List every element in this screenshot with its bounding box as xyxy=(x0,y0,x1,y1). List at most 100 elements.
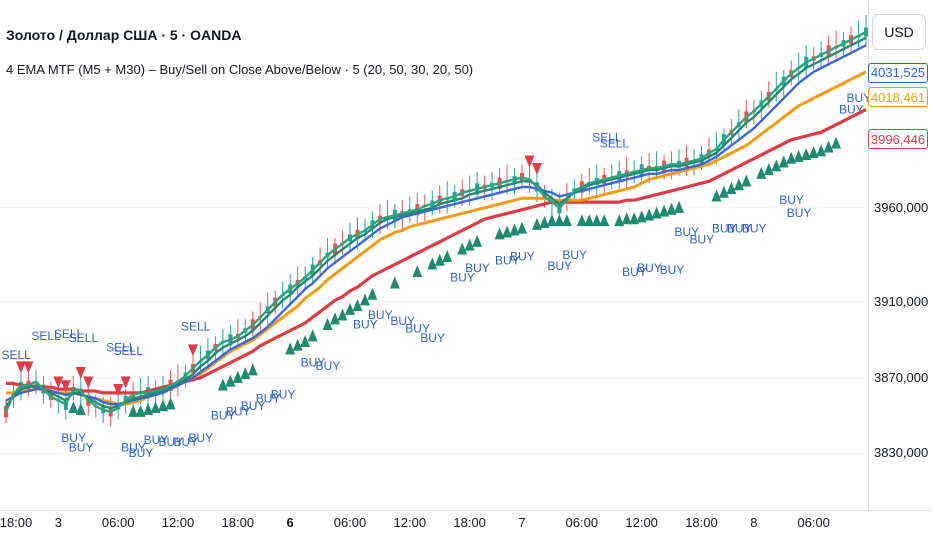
time-tick-label: 06:00 xyxy=(797,515,830,530)
signal-label-buy: BUY xyxy=(562,248,587,262)
signal-label-buy: BUY xyxy=(271,388,296,402)
buy-marker xyxy=(225,374,236,387)
ema-line-4 xyxy=(5,36,867,410)
buy-marker xyxy=(793,149,804,162)
plot-svg[interactable]: SELLSELLSELLSELLSELLSELLSELLSELLSELLBUYB… xyxy=(0,0,868,510)
signal-label-buy: BUY xyxy=(495,253,520,267)
signal-label-buy: BUY xyxy=(742,221,767,235)
buy-marker xyxy=(711,189,722,202)
signal-label-buy: BUY xyxy=(211,408,236,422)
sell-marker xyxy=(113,384,124,396)
sell-marker xyxy=(15,361,26,374)
buy-marker xyxy=(307,329,318,342)
time-axis[interactable] xyxy=(0,510,932,551)
buy-marker xyxy=(816,144,827,157)
buy-marker xyxy=(322,318,333,330)
signal-label-buy: BUY xyxy=(129,446,154,460)
price-badge: 4031,525 xyxy=(868,62,928,83)
time-tick-label: 7 xyxy=(518,515,526,530)
buy-marker xyxy=(330,312,341,325)
price-badge: 4018,461 xyxy=(868,87,928,108)
buy-marker xyxy=(345,302,355,315)
time-tick-label: 12:00 xyxy=(161,515,195,530)
buy-marker xyxy=(756,166,767,179)
buy-marker xyxy=(75,403,86,415)
signal-label-buy: BUY xyxy=(420,331,445,345)
price-tick-label: 3960,000 xyxy=(874,199,929,215)
buy-marker xyxy=(165,397,176,410)
signal-label-buy: BUY xyxy=(689,233,714,247)
signal-label-sell: SELL xyxy=(106,340,136,354)
buy-marker xyxy=(801,148,812,160)
time-tick-label: 18:00 xyxy=(453,515,486,530)
buy-marker xyxy=(659,204,670,217)
signal-label-sell: SELL xyxy=(592,131,622,145)
time-tick-label: 18:00 xyxy=(0,515,33,530)
time-tick-label: 06:00 xyxy=(333,515,367,530)
buy-marker xyxy=(554,214,565,227)
buy-marker xyxy=(584,214,595,227)
signal-label-buy: BUY xyxy=(465,261,490,275)
signal-label-buy: BUY xyxy=(637,261,662,275)
signal-label-buy: BUY xyxy=(390,314,415,328)
buy-marker xyxy=(367,287,378,300)
buy-marker xyxy=(502,225,513,238)
signal-label-buy: BUY xyxy=(301,355,326,369)
sell-marker xyxy=(524,155,535,168)
buy-marker xyxy=(674,200,685,213)
price-tick-label: 3830,000 xyxy=(874,445,929,461)
buy-marker xyxy=(232,370,243,383)
buy-marker xyxy=(240,367,251,380)
buy-marker xyxy=(636,210,647,223)
ema-line-1 xyxy=(6,108,867,395)
signal-label-buy: BUY xyxy=(226,405,251,419)
signal-label-buy: BUY xyxy=(159,435,184,449)
ema-line-5 xyxy=(4,31,867,413)
sell-marker xyxy=(23,361,34,374)
signal-label-buy: BUY xyxy=(622,265,647,279)
time-tick-label: 18:00 xyxy=(221,515,255,530)
buy-marker xyxy=(561,214,572,227)
signal-label-buy: BUY xyxy=(256,391,281,405)
buy-marker xyxy=(629,212,640,225)
buy-marker xyxy=(823,140,834,153)
buy-marker xyxy=(741,174,752,187)
currency-button[interactable]: USD xyxy=(872,14,926,50)
buy-marker xyxy=(434,253,445,266)
signal-label-buy: BUY xyxy=(547,259,572,273)
buy-marker xyxy=(621,212,632,225)
buy-marker xyxy=(143,403,154,415)
price-axis[interactable] xyxy=(868,0,932,510)
buy-marker xyxy=(733,178,744,191)
chart-area[interactable]: SELL SELL SELL SELL SELL SELL SELL SELL SELL BUY B… xyxy=(0,0,868,510)
sell-marker xyxy=(120,376,131,389)
buy-marker xyxy=(531,217,542,230)
buy-marker xyxy=(128,404,139,417)
buy-marker xyxy=(300,335,311,347)
buy-marker xyxy=(726,182,737,194)
signal-label-buy: BUY xyxy=(173,435,198,449)
signal-label-buy: BUY xyxy=(660,263,685,277)
buy-marker xyxy=(464,238,475,251)
buy-marker xyxy=(427,257,438,270)
buy-marker xyxy=(247,363,258,376)
sell-marker xyxy=(531,163,542,175)
signal-label-sell: SELL xyxy=(1,348,31,362)
buy-marker xyxy=(763,163,774,176)
signal-label-buy: BUY xyxy=(121,440,146,454)
signal-label-buy: BUY xyxy=(241,399,266,413)
time-tick-label: 18:00 xyxy=(685,515,718,530)
time-tick-label: 12:00 xyxy=(625,515,658,530)
buy-marker xyxy=(352,299,363,312)
time-tick-label: 8 xyxy=(750,515,758,530)
signal-label-buy: BUY xyxy=(69,440,94,454)
sell-marker xyxy=(75,367,86,379)
buy-marker xyxy=(831,136,842,149)
indicator-title: 4 EMA MTF (M5 + M30) – Buy/Sell on Close… xyxy=(6,62,474,77)
sell-marker xyxy=(83,376,94,389)
buy-marker xyxy=(494,227,505,240)
buy-marker xyxy=(509,223,520,236)
signal-label-buy: BUY xyxy=(847,91,868,105)
buy-marker xyxy=(576,214,587,227)
sell-marker xyxy=(187,344,198,357)
